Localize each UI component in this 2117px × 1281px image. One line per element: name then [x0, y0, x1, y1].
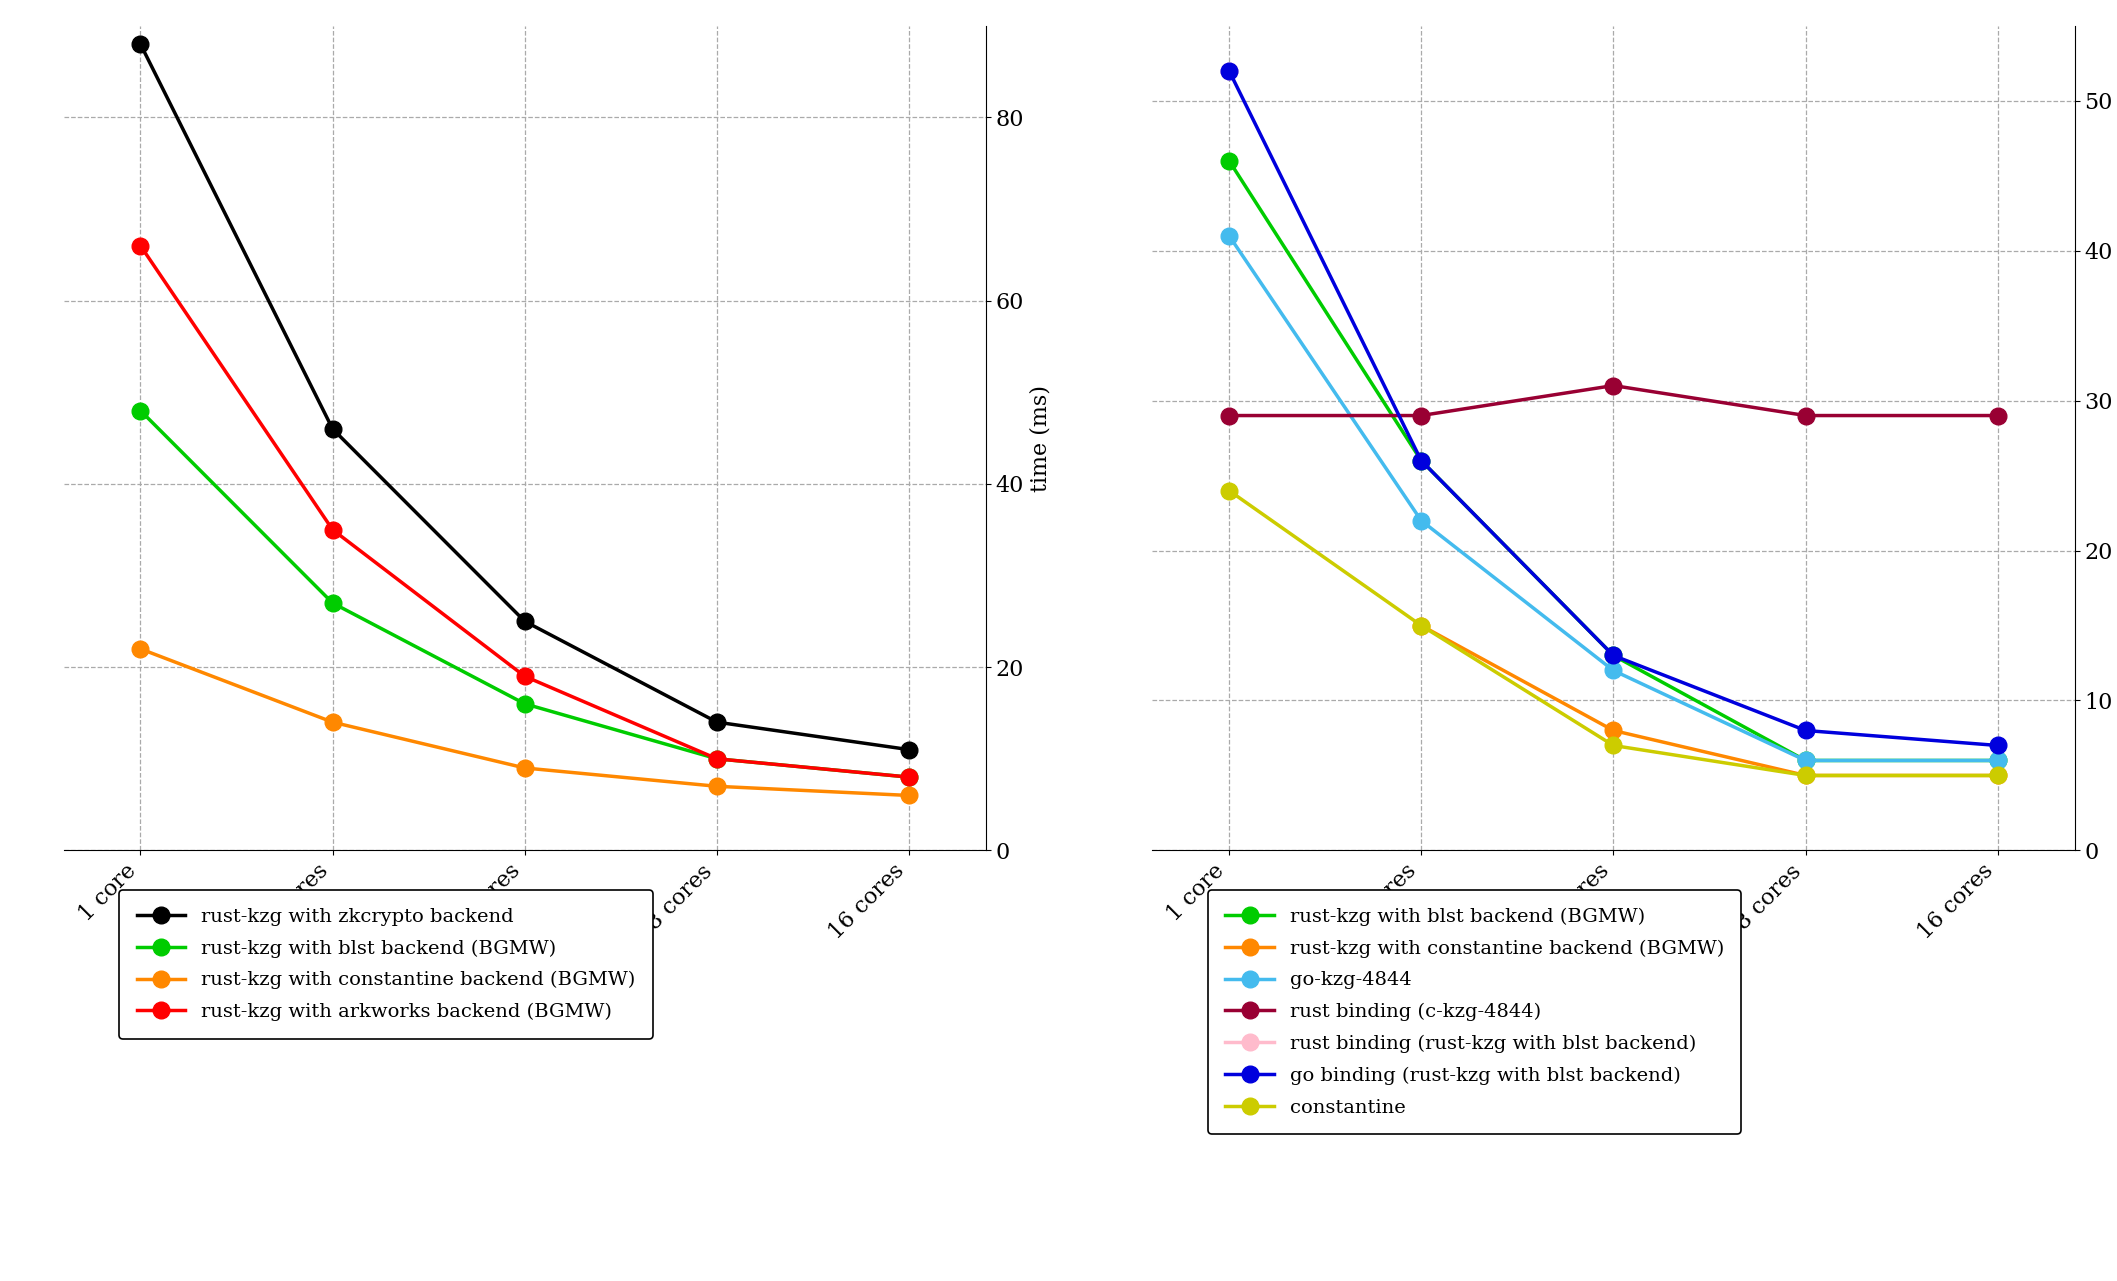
Legend: rust-kzg with blst backend (BGMW), rust-kzg with constantine backend (BGMW), go-: rust-kzg with blst backend (BGMW), rust-… — [1209, 890, 1742, 1134]
Legend: rust-kzg with zkcrypto backend, rust-kzg with blst backend (BGMW), rust-kzg with: rust-kzg with zkcrypto backend, rust-kzg… — [119, 890, 652, 1039]
Y-axis label: time (ms): time (ms) — [1029, 384, 1052, 492]
